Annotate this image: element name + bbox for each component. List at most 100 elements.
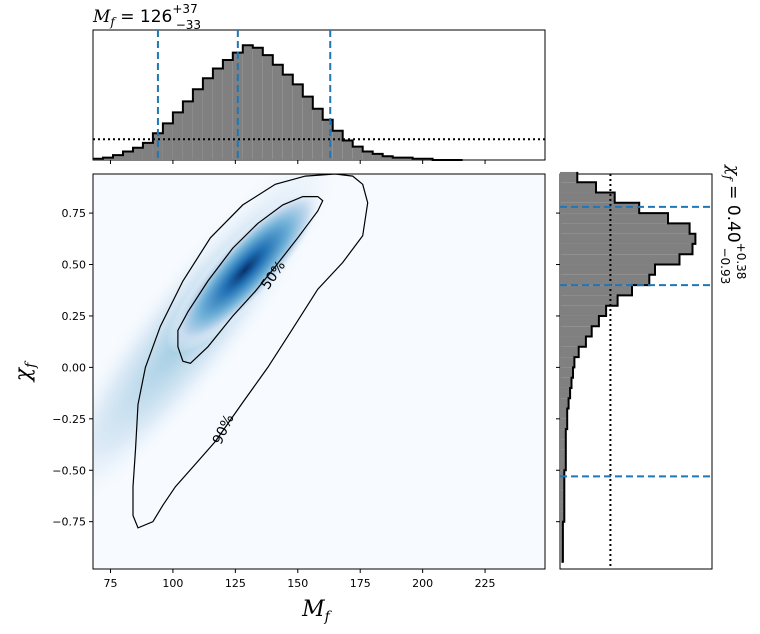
right-hist-bar	[560, 182, 596, 193]
top-hist-bar	[342, 140, 353, 160]
right-hist-bar	[560, 367, 573, 378]
joint-frame	[92, 173, 546, 570]
right-hist-bar	[560, 501, 565, 512]
right-hist-bar	[560, 552, 563, 563]
top-hist-bar	[382, 156, 393, 160]
x-tick-label: 100	[162, 577, 183, 590]
top-marginal-xticks	[109, 160, 486, 164]
right-hist-bar	[560, 439, 566, 450]
top-hist-bar	[292, 84, 303, 160]
y-tick-label: 0.50	[62, 259, 87, 272]
x-tick-label: 225	[475, 577, 496, 590]
top-hist-bar	[172, 112, 183, 160]
y-tick-label: −0.25	[52, 413, 86, 426]
y-tick-label: −0.50	[52, 464, 86, 477]
top-hist-bar	[332, 130, 343, 160]
top-hist-bar	[142, 142, 153, 160]
right-hist-bar	[560, 531, 563, 543]
top-hist-bar	[192, 89, 203, 160]
right-marginal-histogram	[560, 171, 697, 569]
x-axis-label: Mf	[301, 597, 333, 625]
right-hist-bar	[560, 285, 632, 296]
right-hist-bar	[560, 171, 578, 183]
right-hist-bar	[560, 254, 680, 265]
right-hist-bar	[560, 387, 571, 399]
right-hist-outline	[561, 171, 697, 563]
right-title: χf = 0.40+0.38−0.93	[718, 164, 748, 284]
joint-panel: 50%90% 75 100 125 150 175 200 225 0.750.500.25…	[52, 173, 546, 590]
right-hist-bar	[560, 336, 586, 347]
top-hist-bar	[232, 52, 243, 160]
right-hist-bar	[560, 490, 565, 502]
right-hist-bar	[560, 542, 563, 553]
contour-50pct	[177, 196, 324, 364]
top-hist-bar	[322, 119, 333, 160]
top-hist-bar	[182, 101, 193, 160]
x-tick-label: 200	[412, 577, 433, 590]
x-tick-label: 150	[287, 577, 308, 590]
top-marginal-panel	[92, 29, 546, 164]
top-hist-bar	[402, 157, 413, 160]
top-hist-bar	[222, 59, 233, 160]
right-hist-bar	[560, 377, 572, 388]
contour-90pct	[132, 174, 369, 529]
right-hist-bar	[560, 295, 618, 306]
top-hist-bar	[372, 153, 383, 160]
right-marginal-panel	[556, 171, 713, 570]
top-hist-bar	[102, 157, 113, 160]
y-axis-label: χf	[11, 360, 39, 383]
top-hist-bar	[112, 155, 123, 160]
right-hist-bar	[560, 429, 566, 440]
right-hist-bar	[560, 449, 566, 460]
joint-xticks: 75 100 125 150 175 200 225	[103, 569, 496, 590]
top-hist-bar	[282, 74, 293, 160]
top-hist-bar	[122, 151, 133, 160]
right-marginal-yticks	[556, 212, 560, 523]
right-hist-bar	[560, 192, 615, 203]
right-hist-bar	[560, 233, 696, 244]
right-hist-bar	[560, 480, 565, 491]
right-hist-bar	[560, 470, 565, 481]
right-hist-bar	[560, 202, 640, 214]
x-tick-label: 75	[103, 577, 117, 590]
density-core	[166, 186, 324, 354]
right-hist-bar	[560, 408, 568, 419]
joint-density	[93, 174, 350, 530]
top-hist-bar	[132, 147, 143, 160]
top-hist-bar	[392, 157, 403, 160]
top-hist-bar	[352, 146, 363, 160]
joint-yticks: 0.75 0.50 0.25 0.00 −0.25 −0.50 −0.75	[52, 207, 93, 529]
y-tick-label: −0.75	[52, 516, 86, 529]
top-marginal-histogram	[93, 44, 545, 161]
right-hist-bar	[560, 213, 668, 224]
right-hist-bar	[560, 274, 650, 286]
right-hist-bar	[560, 305, 607, 316]
top-hist-bar	[362, 151, 373, 160]
top-hist-bar	[202, 78, 213, 160]
top-hist-bar	[302, 96, 313, 160]
top-hist-bar	[272, 64, 283, 160]
right-hist-bar	[560, 459, 566, 471]
top-hist-bar	[312, 108, 323, 160]
y-tick-label: 0.25	[62, 310, 87, 323]
top-hist-bar	[262, 55, 273, 160]
right-hist-bar	[560, 315, 599, 327]
right-hist-bar	[560, 398, 569, 409]
y-tick-label: 0.00	[62, 361, 87, 374]
right-hist-bar	[560, 264, 656, 275]
right-hist-bar	[560, 243, 693, 255]
x-tick-label: 175	[350, 577, 371, 590]
top-hist-bar	[212, 68, 223, 160]
right-hist-bar	[560, 357, 575, 368]
top-hist-outline	[93, 44, 463, 161]
right-hist-bar	[560, 418, 568, 430]
right-hist-bar	[560, 521, 563, 532]
top-hist-bar	[162, 123, 173, 160]
right-hist-bar	[560, 511, 565, 522]
right-marginal-quantile-lines	[560, 205, 712, 478]
top-title: Mf = 126+37 −33	[92, 2, 201, 32]
right-hist-bar	[560, 223, 690, 234]
right-hist-bar	[560, 346, 579, 358]
right-hist-bar	[560, 326, 592, 337]
